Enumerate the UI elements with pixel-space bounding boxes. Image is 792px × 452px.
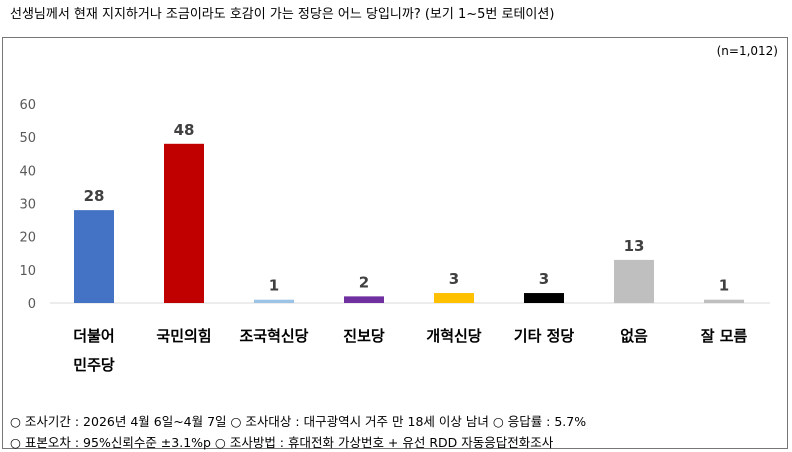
category-label: 더불어 (73, 327, 114, 345)
data-label: 3 (539, 270, 549, 288)
category-label: 국민의힘 (156, 327, 211, 345)
data-label: 48 (174, 121, 195, 139)
bar (614, 259, 654, 303)
sample-size: (n=1,012) (716, 44, 778, 58)
bar (434, 293, 474, 303)
y-tick-label: 20 (19, 231, 36, 246)
bar (344, 296, 384, 303)
data-label: 2 (359, 273, 369, 291)
data-label: 13 (624, 237, 645, 255)
category-label: 진보당 (343, 327, 385, 345)
y-tick-label: 40 (19, 164, 36, 179)
category-label: 잘 모름 (701, 327, 748, 345)
data-label: 28 (84, 187, 105, 205)
category-label: 민주당 (73, 356, 115, 374)
data-label: 1 (269, 277, 279, 295)
y-tick-label: 30 (19, 198, 36, 213)
chart-frame (2, 37, 788, 449)
data-label: 3 (449, 270, 459, 288)
category-label: 없음 (620, 327, 648, 345)
category-label: 조국혁신당 (239, 327, 308, 345)
category-label: 기타 정당 (514, 327, 575, 345)
bar (254, 299, 294, 303)
footer-line-1: ○ 조사기간 : 2026년 4월 6일~4월 7일 ○ 조사대상 : 대구광역… (10, 414, 587, 429)
y-tick-label: 60 (19, 98, 36, 113)
y-tick-label: 50 (19, 131, 36, 146)
data-label: 1 (719, 277, 729, 295)
category-label: 개혁신당 (426, 327, 481, 345)
bar (164, 143, 204, 303)
y-tick-label: 0 (28, 297, 36, 312)
question-title: 선생님께서 현재 지지하거나 조금이라도 호감이 가는 정당은 어느 당입니까?… (10, 7, 555, 22)
bar (704, 299, 744, 303)
y-tick-label: 10 (19, 264, 36, 279)
footer-line-2: ○ 표본오차 : 95%신뢰수준 ±3.1%p ○ 조사방법 : 휴대전화 가상… (10, 435, 554, 450)
bar (524, 293, 564, 303)
bar (74, 210, 114, 303)
